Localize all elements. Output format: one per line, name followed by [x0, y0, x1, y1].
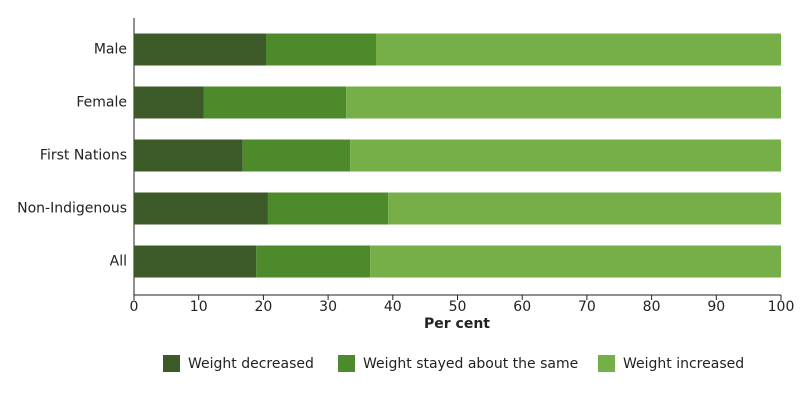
- x-axis-title: Per cent: [424, 316, 490, 332]
- bar-segment: [134, 192, 268, 225]
- y-tick-label: Female: [76, 95, 127, 111]
- y-tick-label: All: [110, 254, 127, 270]
- bar-segment: [134, 33, 266, 66]
- bar-segment: [350, 139, 781, 172]
- legend-swatch: [598, 355, 615, 372]
- legend-label: Weight stayed about the same: [363, 356, 578, 372]
- bar-segment: [242, 139, 351, 172]
- y-tick-label: First Nations: [40, 148, 127, 164]
- bar-segment: [346, 86, 781, 119]
- x-tick-label: 90: [707, 299, 725, 315]
- x-tick-label: 80: [643, 299, 661, 315]
- legend-label: Weight increased: [623, 356, 744, 372]
- x-tick-label: 40: [384, 299, 402, 315]
- bar-segment: [134, 139, 243, 172]
- bar-segment: [256, 245, 371, 278]
- x-tick-label: 30: [319, 299, 337, 315]
- legend-swatch: [163, 355, 180, 372]
- bar-segment: [203, 86, 347, 119]
- bar-segment: [267, 192, 389, 225]
- x-tick-label: 0: [130, 299, 139, 315]
- x-tick-label: 70: [578, 299, 596, 315]
- x-tick-label: 20: [254, 299, 272, 315]
- y-tick-label: Male: [94, 42, 127, 58]
- x-tick-label: 10: [190, 299, 208, 315]
- legend-label: Weight decreased: [188, 356, 314, 372]
- bar-segment: [370, 245, 781, 278]
- x-tick-label: 50: [449, 299, 467, 315]
- bar-segment: [265, 33, 376, 66]
- x-tick-label: 100: [768, 299, 795, 315]
- bar-segment: [134, 86, 204, 119]
- bar-segment: [388, 192, 781, 225]
- legend-swatch: [338, 355, 355, 372]
- y-tick-label: Non-Indigenous: [17, 201, 127, 217]
- bar-segment: [375, 33, 781, 66]
- bar-segment: [134, 245, 257, 278]
- x-tick-label: 60: [513, 299, 531, 315]
